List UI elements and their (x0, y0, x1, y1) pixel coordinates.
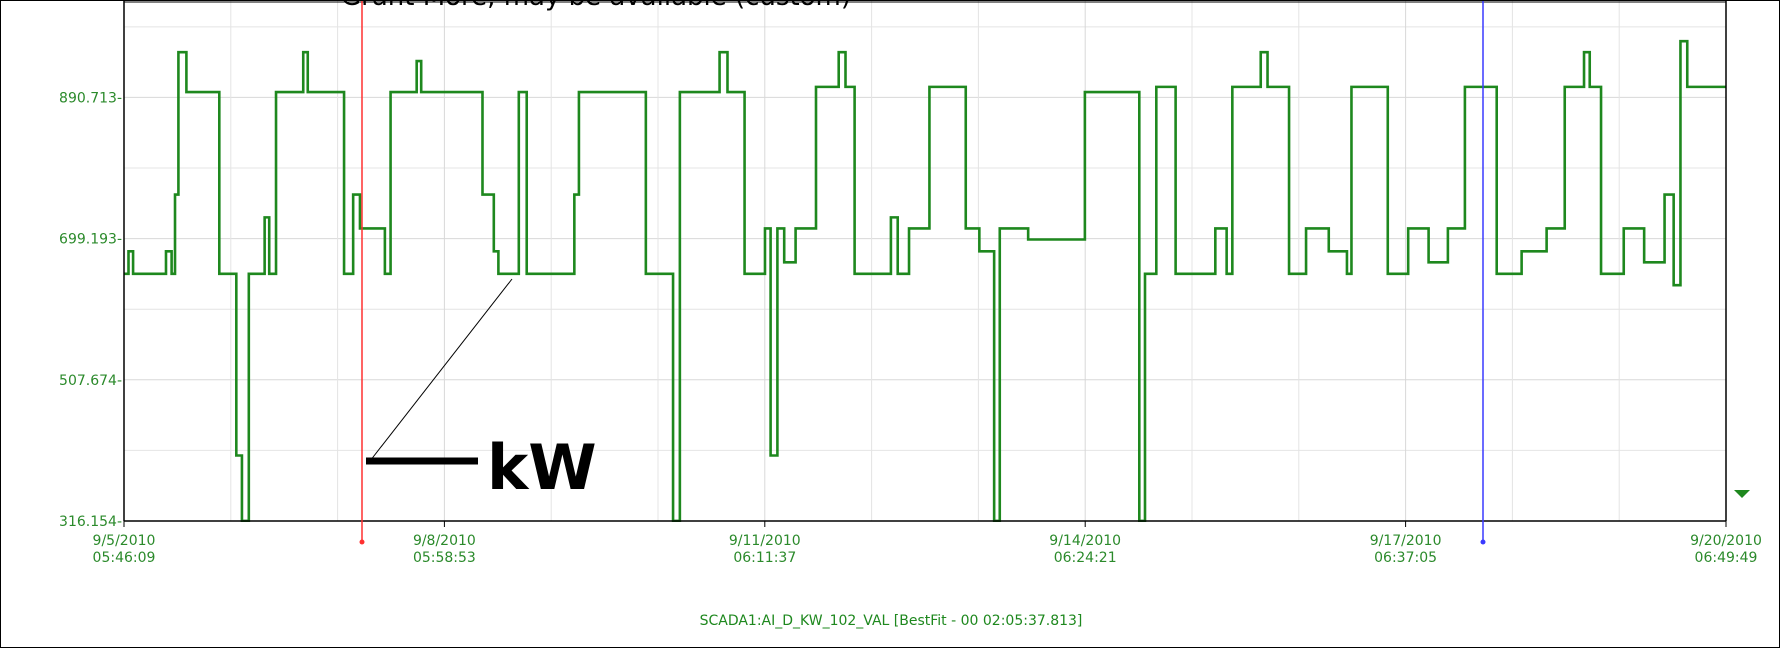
y-tick-label: 316.154- (59, 514, 122, 530)
series-line (124, 39, 1726, 522)
y-tick-label: 699.193- (59, 232, 122, 248)
cursor-marker (359, 539, 365, 545)
y-tick-label: 890.713- (59, 90, 122, 106)
x-tick-label: 9/20/2010 06:49:49 (1690, 533, 1762, 566)
subtitle: Grant More, may be available (custom) (341, 1, 851, 12)
cursor-marker (1480, 539, 1486, 545)
x-tick-label: 9/8/2010 05:58:53 (412, 533, 476, 566)
legend-entry: SCADA1:AI_D_KW_102_VAL [BestFit - 00 02:… (699, 613, 1083, 629)
scroll-marker (1734, 490, 1750, 498)
x-tick-label: 9/11/2010 06:11:37 (728, 533, 801, 566)
x-tick-label: 9/17/2010 06:37:05 (1369, 533, 1442, 566)
y-tick-label: 507.674- (59, 373, 122, 389)
annotation: kW (487, 431, 597, 504)
x-tick-label: 9/14/2010 06:24:21 (1049, 533, 1122, 566)
x-tick-label: 9/5/2010 05:46:09 (92, 533, 156, 566)
plot-area (124, 1, 1726, 521)
series-layer (124, 39, 1726, 522)
annotation-leader (369, 278, 513, 462)
